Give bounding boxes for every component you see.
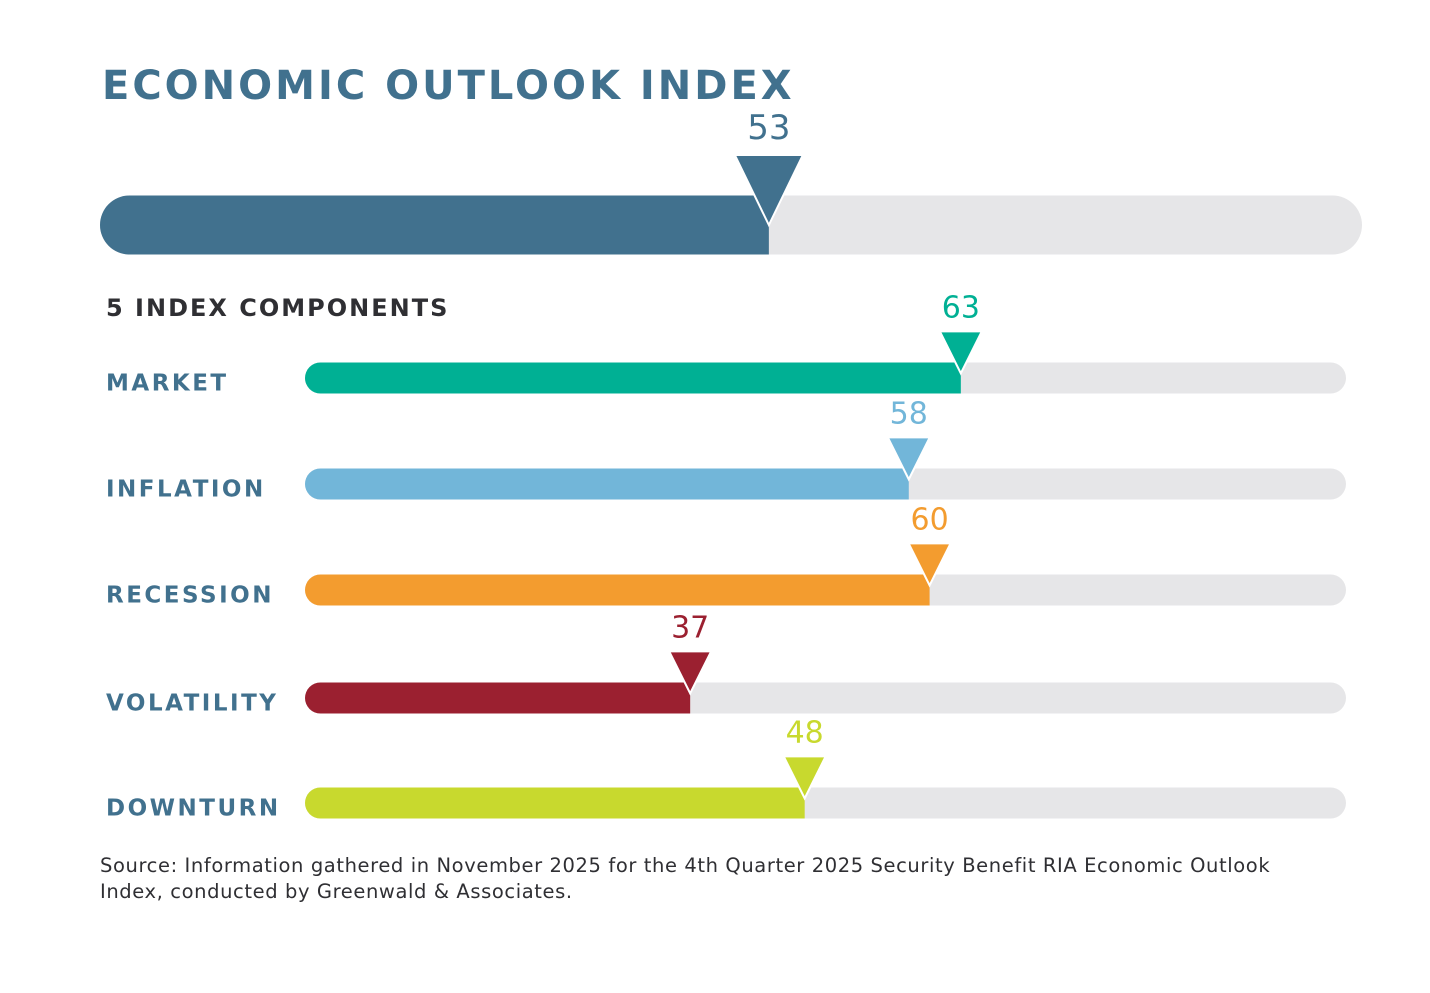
bar — [305, 682, 691, 714]
value-label: 37 — [671, 610, 709, 645]
value-marker — [906, 542, 953, 588]
value-marker — [667, 650, 713, 696]
value-label: 48 — [786, 715, 824, 750]
bar — [100, 195, 769, 255]
bar — [305, 574, 930, 606]
value-marker — [782, 755, 828, 801]
value-label: 63 — [942, 290, 980, 325]
bar — [305, 468, 909, 500]
category-label: RECESSION — [106, 583, 274, 609]
chart-title: ECONOMIC OUTLOOK INDEX — [102, 63, 795, 109]
bar — [305, 787, 805, 819]
value-label: 58 — [890, 396, 928, 431]
value-marker — [733, 154, 805, 228]
value-label: 53 — [747, 108, 790, 148]
category-label: MARKET — [106, 371, 229, 397]
source-note: Source: Information gathered in November… — [100, 854, 1271, 903]
value-label: 60 — [911, 502, 949, 537]
value-marker — [886, 436, 932, 482]
category-label: DOWNTURN — [106, 796, 281, 822]
bar — [305, 362, 961, 394]
category-label: VOLATILITY — [106, 691, 278, 717]
category-label: INFLATION — [106, 477, 266, 503]
value-marker — [938, 330, 984, 376]
section-title: 5 INDEX COMPONENTS — [106, 294, 449, 322]
